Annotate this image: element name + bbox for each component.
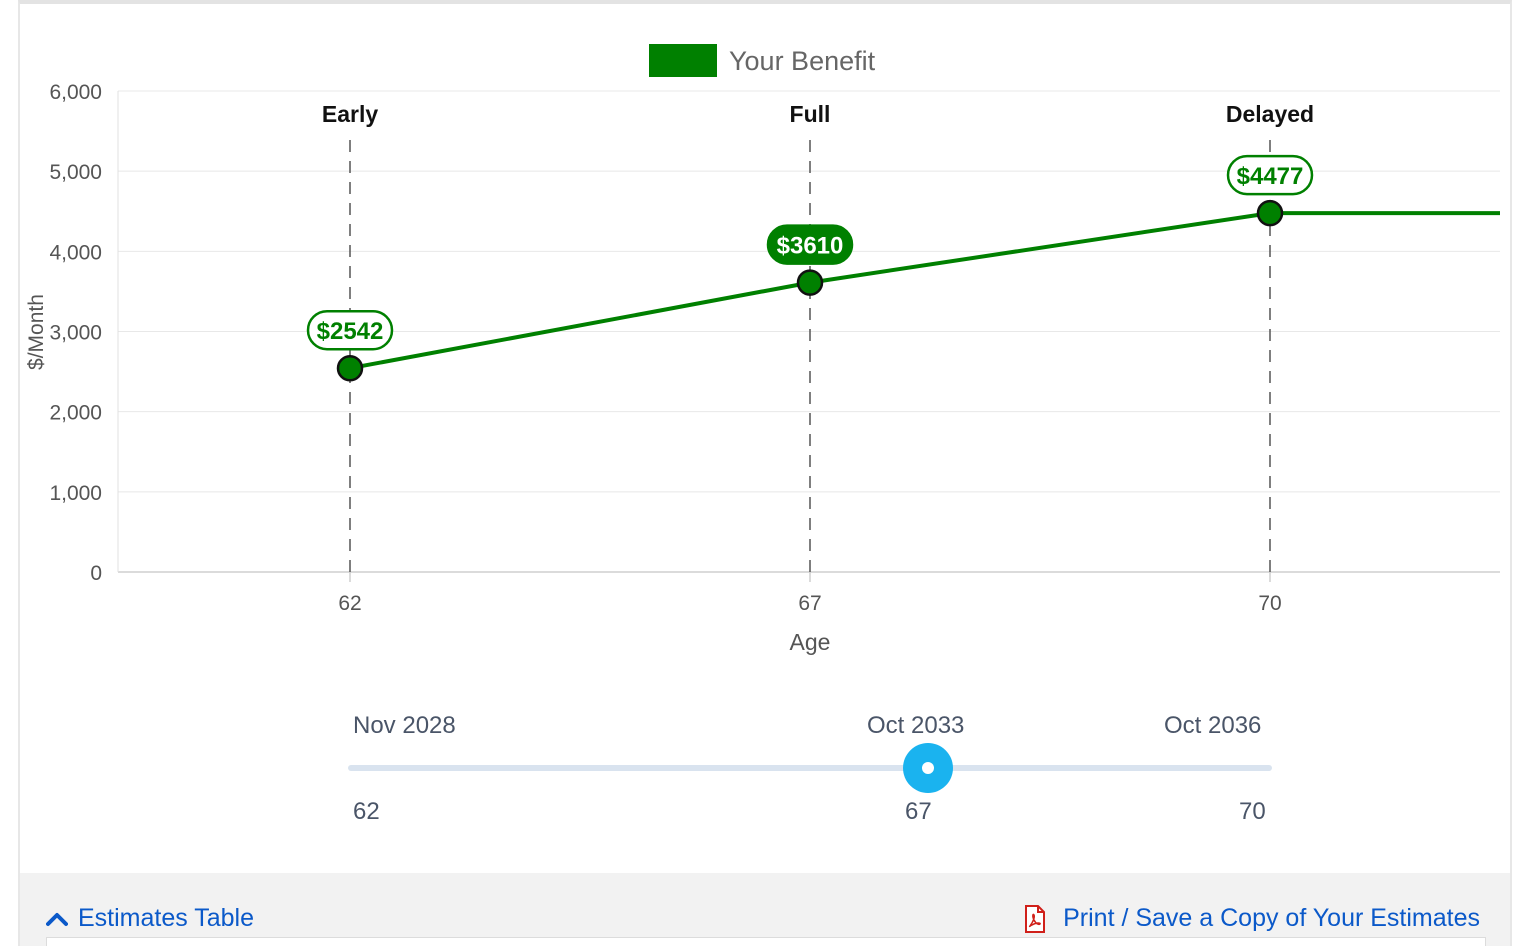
data-point [336,354,364,382]
point-label: $2542 [317,318,384,345]
y-tick-label: 3,000 [49,322,102,345]
x-axis-title: Age [790,629,831,655]
point-label-bubble [1226,154,1314,196]
estimates-footer: Estimates Table Print / Save a Copy of Y… [20,873,1510,946]
marker-label: Full [790,101,831,127]
marker-label: Early [322,101,378,127]
data-point [1256,199,1284,227]
y-tick-label: 2,000 [49,402,102,425]
point-label: $4477 [1237,163,1304,190]
chevron-up-icon [46,912,68,926]
y-tick-label: 1,000 [49,482,102,505]
benefit-series-line [349,211,1500,371]
x-tick-label: 62 [338,592,361,615]
data-point [796,269,824,296]
point-label-bubble [766,224,854,265]
print-save-link[interactable]: Print / Save a Copy of Your Estimates [1023,904,1480,933]
pdf-file-icon [1025,904,1046,933]
y-tick-label: 4,000 [49,241,102,264]
legend-swatch [649,44,717,77]
point-label-bubble [306,309,394,351]
slider-handle-dot [921,762,934,774]
point-label: $3610 [777,233,844,260]
y-axis-title: $/Month [25,294,48,370]
marker-label: Delayed [1226,101,1314,127]
estimates-table-toggle[interactable]: Estimates Table [46,904,254,933]
slider-handle[interactable] [902,743,953,793]
print-save-label: Print / Save a Copy of Your Estimates [1063,904,1480,932]
y-tick-label: 0 [90,562,102,585]
y-tick-label: 5,000 [49,161,102,184]
x-tick-label: 70 [1258,592,1281,615]
slider-track[interactable] [348,765,1272,771]
estimates-table-label: Estimates Table [78,904,255,932]
x-tick-label: 67 [798,592,821,615]
benefit-chart: Your Benefit 0 1,000 2,000 3,000 4,000 5,000 6,… [25,44,1500,655]
legend-label: Your Benefit [729,46,876,76]
estimates-table-top [46,937,1486,946]
y-tick-label: 6,000 [49,81,102,104]
